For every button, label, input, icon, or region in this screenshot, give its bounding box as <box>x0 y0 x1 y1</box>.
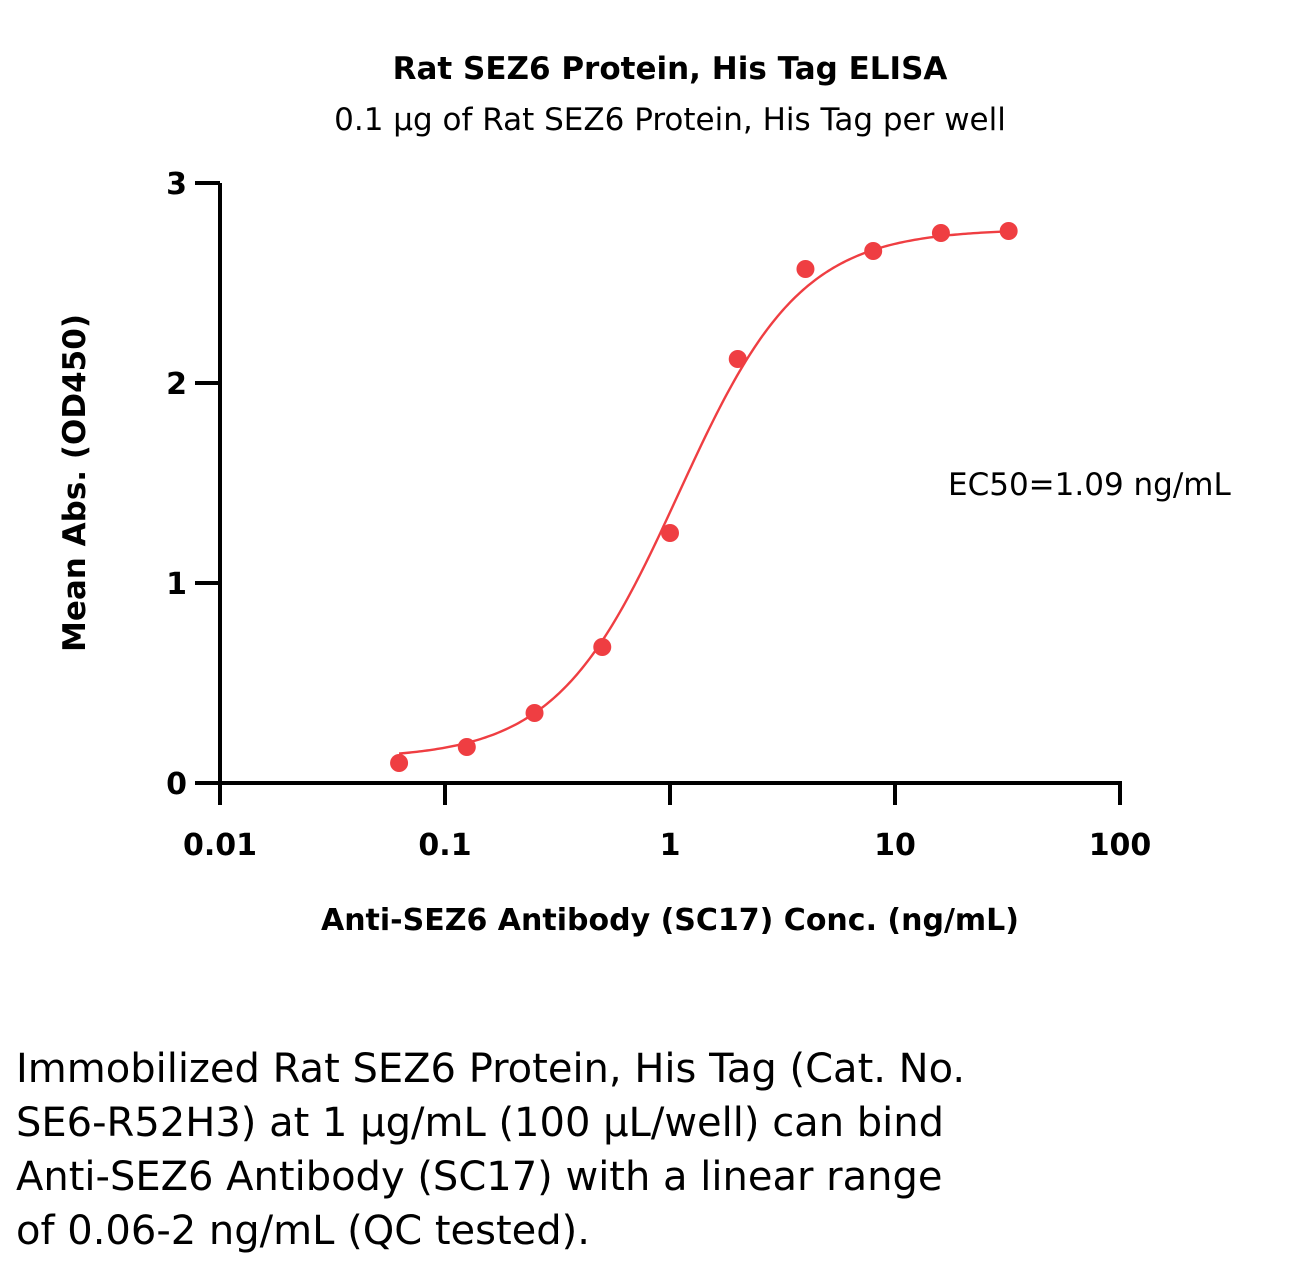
y-tick-label: 2 <box>166 367 187 402</box>
data-point <box>931 224 950 242</box>
y-tick-label: 1 <box>166 567 187 602</box>
data-point <box>999 222 1018 240</box>
data-point <box>728 350 747 368</box>
ec50-annotation: EC50=1.09 ng/mL <box>948 467 1231 503</box>
x-tick-label: 1 <box>660 828 681 863</box>
y-tick-label: 0 <box>166 767 187 802</box>
chart-title: Rat SEZ6 Protein, His Tag ELISA <box>393 51 948 87</box>
caption-line: SE6-R52H3) at 1 µg/mL (100 µL/well) can … <box>16 1100 945 1146</box>
data-point <box>796 260 815 278</box>
y-axis-label: Mean Abs. (OD450) <box>57 314 93 652</box>
data-point <box>661 524 679 542</box>
caption-line: of 0.06-2 ng/mL (QC tested). <box>16 1208 590 1254</box>
x-axis-label: Anti-SEZ6 Antibody (SC17) Conc. (ng/mL) <box>321 903 1019 938</box>
fit-curve <box>398 230 1009 755</box>
y-axis-ticks: 0 1 2 3 <box>166 167 220 802</box>
caption-line: Anti-SEZ6 Antibody (SC17) with a linear … <box>16 1154 943 1200</box>
data-points <box>390 222 1018 772</box>
x-tick-label: 10 <box>874 828 916 863</box>
data-point <box>864 242 883 260</box>
caption-line: Immobilized Rat SEZ6 Protein, His Tag (C… <box>16 1046 966 1092</box>
x-tick-label: 100 <box>1089 828 1152 863</box>
y-tick-label: 3 <box>166 167 187 202</box>
data-point <box>457 738 476 756</box>
data-point <box>390 754 409 772</box>
figure-caption: Immobilized Rat SEZ6 Protein, His Tag (C… <box>16 1042 1256 1258</box>
elisa-chart: Rat SEZ6 Protein, His Tag ELISA 0.1 µg o… <box>57 51 1231 938</box>
data-point <box>593 638 612 656</box>
x-tick-label: 0.01 <box>183 828 257 863</box>
data-point <box>525 704 544 722</box>
x-axis-ticks: 0.01 0.1 1 10 100 <box>183 783 1151 863</box>
fit-curve-group <box>398 230 1009 755</box>
chart-subtitle: 0.1 µg of Rat SEZ6 Protein, His Tag per … <box>334 102 1006 138</box>
x-tick-label: 0.1 <box>418 828 471 863</box>
